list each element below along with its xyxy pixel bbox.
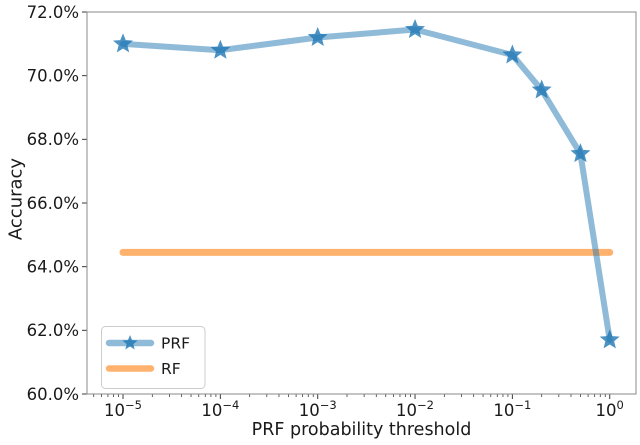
x-tick-label: 10−1: [493, 398, 531, 420]
y-axis-label: Accuracy: [5, 157, 27, 241]
y-tick-label: 62.0%: [27, 321, 79, 340]
x-tick-label: 10−2: [396, 398, 434, 420]
prf-data-point-marker: [570, 143, 591, 163]
x-tick-label: 10−3: [299, 398, 337, 420]
prf-data-point-marker: [307, 26, 328, 46]
y-tick-label: 72.0%: [27, 3, 79, 22]
prf-data-point-marker: [531, 79, 552, 99]
prf-line: [120, 26, 613, 343]
y-tick-label: 60.0%: [27, 385, 79, 404]
prf-data-point-marker: [113, 33, 133, 53]
plot-border: [86, 11, 637, 395]
legend-star-marker: [122, 335, 138, 350]
legend: PRF RF: [101, 326, 206, 389]
y-tick-label: 70.0%: [27, 66, 79, 85]
legend-label: PRF: [161, 334, 190, 352]
y-tick-label: 64.0%: [27, 257, 79, 276]
prf-data-point-marker: [210, 39, 231, 59]
x-axis-label: PRF probability threshold: [251, 420, 472, 440]
y-tick-label: 68.0%: [27, 130, 79, 149]
prf-markers: [113, 19, 620, 349]
x-axis: 10−5 10−4 10−3 10−2 10−1 100: [93, 394, 624, 420]
y-axis: 60.0% 62.0% 64.0% 66.0% 68.0% 70.0% 72.0%: [27, 3, 87, 404]
x-tick-label: 100: [596, 398, 624, 420]
legend-label: RF: [161, 360, 181, 378]
legend-item-rf: RF: [105, 360, 181, 378]
prf-data-point-marker: [405, 19, 426, 38]
x-tick-label: 10−4: [201, 398, 239, 420]
y-tick-label: 66.0%: [27, 194, 79, 213]
x-tick-label: 10−5: [104, 398, 142, 420]
prf-data-point-marker: [502, 44, 523, 64]
legend-item-prf: PRF: [105, 334, 190, 352]
prf-data-point-marker: [599, 329, 620, 349]
